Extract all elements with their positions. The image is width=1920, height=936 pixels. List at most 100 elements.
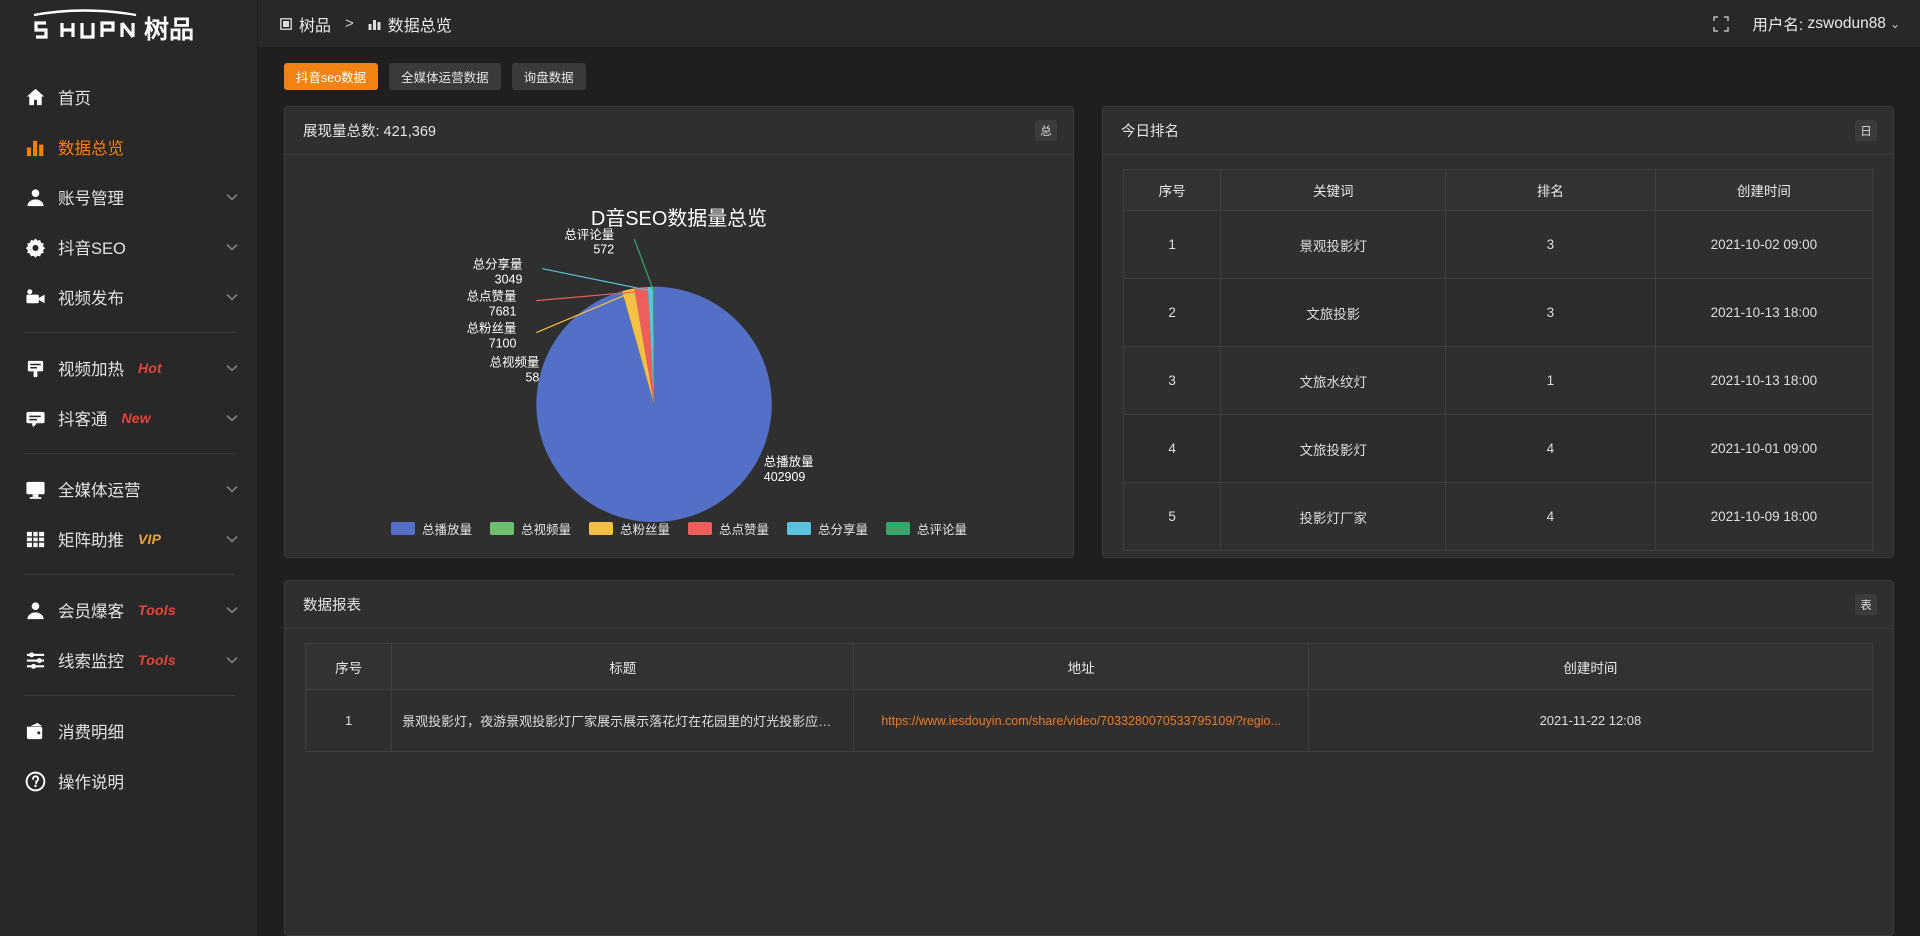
pie-label-leader-line xyxy=(536,292,630,334)
tab-1[interactable]: 全媒体运营数据 xyxy=(389,63,501,90)
sidebar-item-label: 抖客通 xyxy=(58,411,108,429)
main-area: 树品 > 数据总览 用户名: zswodun88 ⌄ xyxy=(258,0,1920,936)
pie-slice[interactable] xyxy=(653,286,655,405)
legend-item[interactable]: 总视频量 xyxy=(489,519,571,538)
chevron-down-icon[interactable] xyxy=(225,190,239,204)
chevron-down-icon[interactable] xyxy=(225,240,239,254)
sidebar-item-label: 视频加热 xyxy=(58,361,124,379)
breadcrumb-root[interactable]: 树品 xyxy=(280,12,331,36)
legend-label: 总粉丝量 xyxy=(619,522,670,537)
sidebar-divider xyxy=(24,453,235,454)
pie-slice[interactable] xyxy=(634,286,655,405)
pie-label-leader-line xyxy=(542,268,651,292)
chart-card-badge[interactable]: 总 xyxy=(1035,120,1057,141)
tab-2[interactable]: 询盘数据 xyxy=(511,63,586,90)
breadcrumb-current[interactable]: 数据总览 xyxy=(368,12,452,36)
report-url-link[interactable]: https://www.iesdouyin.com/share/video/70… xyxy=(881,713,1281,728)
legend-item[interactable]: 总粉丝量 xyxy=(588,519,670,538)
table-cell: 投影灯厂家 xyxy=(1220,482,1447,551)
sidebar-item-11[interactable]: 消费明细 xyxy=(0,706,257,756)
table-row[interactable]: 5 投影灯厂家 4 2021-10-09 18:00 xyxy=(1122,482,1874,551)
pie-slice[interactable] xyxy=(536,286,772,523)
sidebar-item-5[interactable]: 视频加热 Hot xyxy=(0,343,257,393)
table-cell: 景观投影灯 xyxy=(1220,210,1447,279)
pie-label-value: 402909 xyxy=(764,470,806,484)
report-card-badge[interactable]: 表 xyxy=(1855,594,1877,615)
window-icon xyxy=(280,17,292,30)
sidebar-item-12[interactable]: 操作说明 xyxy=(0,756,257,806)
chevron-down-icon[interactable] xyxy=(225,482,239,496)
table-row[interactable]: 1 景观投影灯 3 2021-10-02 09:00 xyxy=(1122,210,1874,279)
question-icon xyxy=(24,770,46,792)
rank-card-body: 序号 关键词 排名 创建时间 1 景观投影灯 3 2021-10-02 09:00 2 文旅投影… xyxy=(1103,155,1893,557)
sidebar-item-label: 会员爆客 xyxy=(58,603,124,621)
rank-card-header: 今日排名 日 xyxy=(1103,107,1893,155)
pie-slice[interactable] xyxy=(622,291,655,405)
tab-0[interactable]: 抖音seo数据 xyxy=(284,63,379,90)
table-cell: 3 xyxy=(1445,278,1656,347)
sidebar-item-1[interactable]: 数据总览 xyxy=(0,122,257,172)
table-row[interactable]: 4 文旅投影灯 4 2021-10-01 09:00 xyxy=(1122,414,1874,483)
table-cell: 5 xyxy=(1122,482,1222,551)
pie-chart[interactable]: D音SEO数据量总览 总播放量402909总视频量58总粉丝量7100总点赞量7… xyxy=(285,155,1073,558)
legend-label: 总分享量 xyxy=(818,522,869,537)
table-row[interactable]: 1 景观投影灯，夜游景观投影灯厂家展示展示落花灯在花园里的灯光投影应用效果 # ht… xyxy=(304,689,1874,752)
chart-card-header: 展现量总数: 421,369 总 xyxy=(285,107,1073,155)
rank-table-body: 1 景观投影灯 3 2021-10-02 09:00 2 文旅投影 3 2021-10-13 … xyxy=(1122,210,1874,551)
rank-card-badge[interactable]: 日 xyxy=(1855,120,1877,141)
table-row[interactable]: 2 文旅投影 3 2021-10-13 18:00 xyxy=(1122,278,1874,347)
home-icon xyxy=(24,86,46,108)
breadcrumb-current-label: 数据总览 xyxy=(387,17,452,35)
pie-label-leader-line xyxy=(669,465,715,518)
pie-label-name: 总分享量 xyxy=(473,257,523,272)
legend-item[interactable]: 总分享量 xyxy=(787,519,868,538)
sidebar-item-2[interactable]: 账号管理 xyxy=(0,172,257,222)
chart-card-title: 展现量总数: 421,369 xyxy=(303,124,436,140)
breadcrumb: 树品 > 数据总览 xyxy=(280,12,452,36)
sidebar-item-7[interactable]: 全媒体运营 xyxy=(0,464,257,514)
legend-label: 总评论量 xyxy=(917,522,968,537)
pie-label-value: 7100 xyxy=(489,337,517,351)
chevron-down-icon[interactable] xyxy=(225,411,239,425)
user-icon xyxy=(24,186,46,208)
legend-item[interactable]: 总点赞量 xyxy=(688,519,769,538)
sidebar-item-10[interactable]: 线索监控 Tools xyxy=(0,635,257,685)
legend-label: 总点赞量 xyxy=(719,522,770,537)
legend-swatch xyxy=(886,521,911,535)
sidebar-item-3[interactable]: 抖音SEO xyxy=(0,222,257,272)
legend-item[interactable]: 总播放量 xyxy=(390,519,472,538)
legend-swatch xyxy=(390,521,415,535)
svg-text:树品: 树品 xyxy=(144,16,194,44)
table-cell: 2021-10-13 18:00 xyxy=(1654,278,1874,347)
sidebar-divider xyxy=(24,695,235,696)
chevron-down-icon[interactable] xyxy=(225,653,239,667)
sidebar-item-tag: Tools xyxy=(138,602,176,618)
user-menu[interactable]: 用户名: zswodun88 ⌄ xyxy=(1752,13,1900,35)
rank-column-header: 创建时间 xyxy=(1654,169,1874,211)
brand-logo[interactable]: 树品 xyxy=(0,0,257,58)
sidebar-item-tag: Tools xyxy=(138,652,176,668)
pie-slice[interactable] xyxy=(647,286,655,405)
sidebar-item-label: 矩阵助推 xyxy=(58,532,124,550)
chevron-down-icon[interactable] xyxy=(225,603,239,617)
content-area: 展现量总数: 421,369 总 D音SEO数据量总览 总播放量 402909 总视… xyxy=(258,106,1920,936)
sidebar-item-8[interactable]: 矩阵助推 VIP xyxy=(0,514,257,564)
chevron-down-icon[interactable] xyxy=(225,361,239,375)
sidebar-item-label: 视频发布 xyxy=(58,290,124,308)
grid-icon xyxy=(24,528,46,550)
sidebar-item-0[interactable]: 首页 xyxy=(0,72,257,122)
pie-label-name: 总播放量 xyxy=(764,454,814,469)
sidebar-item-6[interactable]: 抖客通 New xyxy=(0,393,257,443)
table-cell: 2021-10-02 09:00 xyxy=(1654,210,1874,279)
sidebar-item-9[interactable]: 会员爆客 Tools xyxy=(0,585,257,635)
sidebar-item-4[interactable]: 视频发布 xyxy=(0,272,257,322)
chevron-down-icon[interactable] xyxy=(225,290,239,304)
chevron-down-icon[interactable] xyxy=(225,532,239,546)
legend-item[interactable]: 总评论量 xyxy=(886,519,967,538)
sidebar-item-label: 抖音SEO xyxy=(58,240,126,258)
chart-title: D音SEO数据量总览 xyxy=(591,207,767,230)
report-column-header: 地址 xyxy=(853,643,1309,690)
table-row[interactable]: 3 文旅水纹灯 1 2021-10-13 18:00 xyxy=(1122,346,1874,415)
fullscreen-icon[interactable] xyxy=(1712,15,1730,33)
pie-slice[interactable] xyxy=(622,288,655,405)
